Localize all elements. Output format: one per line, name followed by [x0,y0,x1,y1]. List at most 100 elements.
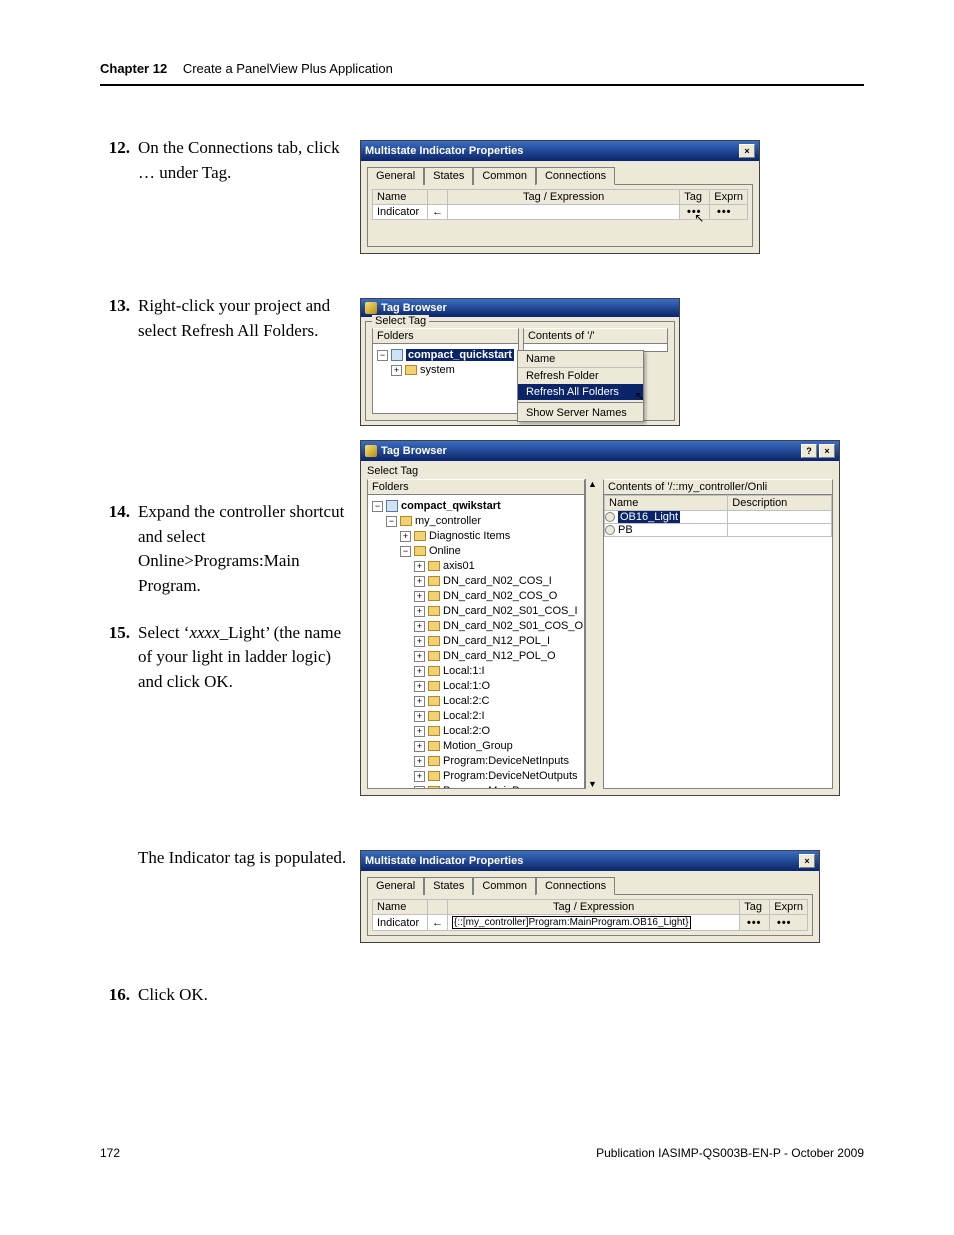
contents-item[interactable]: PB [618,524,633,536]
tree-item[interactable]: +axis01 [372,559,580,574]
tab-general[interactable]: General [367,167,424,185]
multistate-indicator-dialog: Multistate Indicator Properties × Genera… [360,140,760,254]
fieldset-label: Select Tag [372,315,429,327]
folder-icon [428,591,440,601]
ctx-refresh-all-folders[interactable]: Refresh All Folders [518,384,643,400]
expander-icon[interactable]: + [414,771,425,782]
row-name-cell: Indicator [373,205,428,220]
tab-general[interactable]: General [367,877,424,895]
expander-icon[interactable]: + [414,651,425,662]
tree-item[interactable]: + DN_card_N02_COS_O [372,589,580,604]
close-icon[interactable]: × [799,854,815,868]
expander-icon[interactable]: − [414,786,425,789]
tab-connections[interactable]: Connections [536,877,615,895]
expander-icon[interactable]: + [414,591,425,602]
expander-icon[interactable]: + [414,576,425,587]
close-icon[interactable]: × [739,144,755,158]
tree-item[interactable]: − Program:MainProgram [372,784,580,789]
tree-item[interactable]: + Diagnostic Items [372,529,580,544]
tab-states[interactable]: States [424,167,473,185]
tree-item[interactable]: +Local:1:I [372,664,580,679]
tree-item[interactable]: +Local:2:C [372,694,580,709]
tree-item[interactable]: − Online [372,544,580,559]
tree-label: DN_card_N02_COS_O [443,590,557,602]
tree-label: Diagnostic Items [429,530,510,542]
expander-icon[interactable]: + [400,531,411,542]
tab-connections[interactable]: Connections [536,167,615,185]
tree-item[interactable]: +Local:2:O [372,724,580,739]
expander-icon[interactable]: + [414,726,425,737]
dialog-titlebar: Tag Browser ? × [361,441,839,461]
expander-icon[interactable]: + [414,621,425,632]
step-number: 14. [100,500,130,599]
expander-icon[interactable]: + [414,756,425,767]
expander-icon[interactable]: + [414,681,425,692]
step-number: 16. [100,983,130,1008]
col-description: Description [728,496,832,511]
expander-icon[interactable]: + [414,696,425,707]
controller-icon [391,349,403,361]
tab-common[interactable]: Common [473,167,536,185]
exprn-browse-button[interactable]: ••• [714,206,734,218]
scroll-up-icon[interactable]: ▲ [588,479,597,489]
context-menu[interactable]: Name Refresh Folder Refresh All Folders … [517,350,644,422]
multistate-indicator-dialog-populated: Multistate Indicator Properties × Genera… [360,850,820,943]
tree-item[interactable]: +DN_card_N12_POL_O [372,649,580,664]
expander-icon[interactable]: − [386,516,397,527]
expander-icon[interactable]: + [414,711,425,722]
tag-browse-button[interactable]: ••• [744,917,764,929]
tree-item[interactable]: +DN_card_N02_COS_I [372,574,580,589]
tree-item[interactable]: +DN_card_N12_POL_I [372,634,580,649]
tree-item[interactable]: +Local:2:I [372,709,580,724]
tree-item[interactable]: −compact_qwikstart [372,499,580,514]
row-name-cell: Indicator [373,915,428,931]
help-icon[interactable]: ? [801,444,817,458]
tree-item[interactable]: +DN_card_N02_S01_COS_O [372,619,580,634]
exprn-browse-button[interactable]: ••• [774,917,794,929]
folders-header: Folders [373,329,518,344]
tree-item[interactable]: + Program:DeviceNetInputs [372,754,580,769]
ctx-refresh-folder[interactable]: Refresh Folder [518,368,643,384]
tree-label: Online [429,545,461,557]
ctx-show-server-names[interactable]: Show Server Names [518,405,643,421]
folder-icon [428,741,440,751]
page-number: 172 [100,1146,120,1160]
tree-item[interactable]: +Motion_Group [372,739,580,754]
tree-label: DN_card_N02_S01_COS_I [443,605,578,617]
tag-expression-cell[interactable] [448,205,680,220]
tree-item[interactable]: system [420,364,455,376]
expander-icon[interactable]: + [414,561,425,572]
folder-icon [400,516,412,526]
tab-common[interactable]: Common [473,877,536,895]
tree-label: Program:MainProgram [443,785,554,789]
expander-icon[interactable]: + [414,666,425,677]
expander-icon[interactable]: + [391,365,402,376]
col-name: Name [373,190,428,205]
expander-icon[interactable]: + [414,606,425,617]
contents-item[interactable]: OB16_Light [618,511,680,523]
col-exprn: Exprn [710,190,748,205]
expander-icon[interactable]: + [414,741,425,752]
tree-item[interactable]: +Local:1:O [372,679,580,694]
tag-icon [605,512,615,522]
tree-item[interactable]: + DN_card_N02_S01_COS_I [372,604,580,619]
tag-expression-value[interactable]: {::[my_controller]Program:MainProgram.OB… [452,916,691,929]
expander-icon[interactable]: + [414,636,425,647]
tree-item[interactable]: −my_controller [372,514,580,529]
expander-icon[interactable]: − [377,350,388,361]
arrow-cell: ← [428,915,448,931]
scrollbar[interactable]: ▲ ▼ [585,479,599,789]
chapter-label: Chapter 12 [100,61,167,76]
expander-icon[interactable]: − [372,501,383,512]
page-header: Chapter 12 Create a PanelView Plus Appli… [100,60,864,86]
close-icon[interactable]: × [819,444,835,458]
tree-item[interactable]: +Program:DeviceNetOutputs [372,769,580,784]
expander-icon[interactable]: − [400,546,411,557]
tree-item[interactable]: compact_quickstart [406,349,514,361]
folders-tree[interactable]: − compact_quickstart + system [373,344,518,382]
tree-label: Program:DeviceNetInputs [443,755,569,767]
folder-icon [428,786,440,789]
scroll-down-icon[interactable]: ▼ [588,779,597,789]
folders-tree[interactable]: −compact_qwikstart−my_controller + Diagnos… [368,495,584,789]
tab-states[interactable]: States [424,877,473,895]
